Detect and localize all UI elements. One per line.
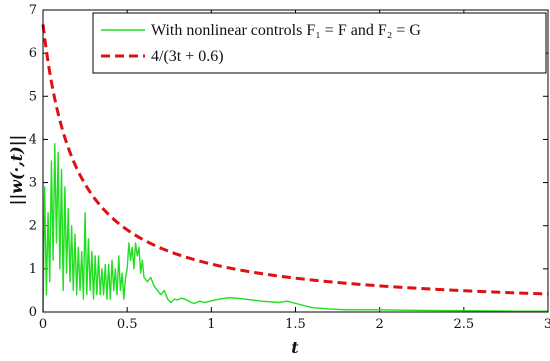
x-tick-labels: 0 0.5 1 1.5 2 2.5 3	[39, 317, 550, 332]
y-tick-labels: 0 1 2 3 4 5 6 7	[29, 3, 37, 320]
y-tick-label-6: 6	[29, 46, 37, 61]
legend: With nonlinear controls F₁ = F and F₂ = …	[92, 12, 547, 74]
plot-frame	[42, 9, 549, 313]
x-tick-label-3: 1.5	[285, 317, 306, 332]
x-tick-label-0: 0	[39, 317, 47, 332]
series-line-decay-bound	[41, 24, 549, 296]
x-tick-label-2: 1	[207, 317, 215, 332]
x-tick-label-6: 3	[544, 317, 550, 332]
y-axis-label: ||w(·,t)||	[7, 135, 26, 206]
legend-label-series-1: With nonlinear controls F₁ = F and F₂ = …	[151, 22, 421, 39]
series-layer	[41, 24, 549, 313]
y-tick-label-0: 0	[29, 305, 37, 320]
y-tick-label-2: 2	[29, 219, 37, 234]
x-tick-label-1: 0.5	[117, 317, 138, 332]
y-tick-label-5: 5	[29, 89, 37, 104]
y-tick-label-7: 7	[29, 3, 37, 18]
x-tick-label-4: 2	[376, 317, 384, 332]
x-tick-label-5: 2.5	[453, 317, 474, 332]
y-tick-label-3: 3	[29, 176, 37, 191]
series-line-nonlinear-controls	[42, 143, 548, 313]
legend-label-series-2: 4/(3t + 0.6)	[151, 48, 224, 65]
x-axis-label: t	[291, 338, 299, 357]
y-tick-label-4: 4	[29, 132, 37, 147]
y-tick-label-1: 1	[29, 262, 37, 277]
legend-box	[92, 12, 547, 74]
